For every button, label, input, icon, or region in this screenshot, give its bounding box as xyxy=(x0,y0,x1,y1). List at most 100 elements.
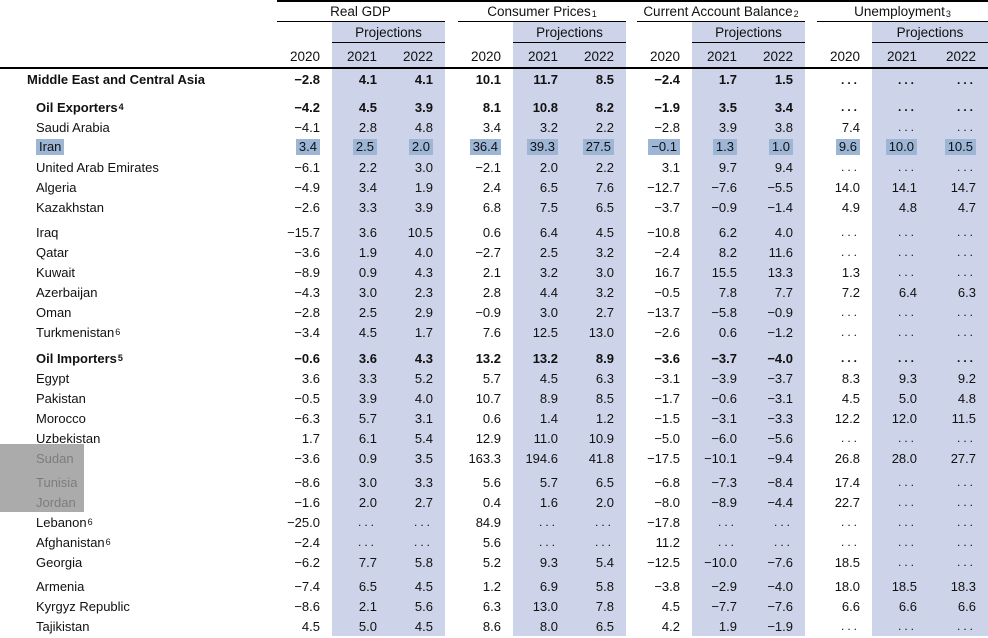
no-data-dots: ... xyxy=(897,325,917,339)
value: 17.4 xyxy=(834,474,860,490)
column-space xyxy=(817,22,872,43)
value: 7.6 xyxy=(595,179,614,195)
cell: ... xyxy=(872,322,929,342)
column-group-title: Current Account Balance xyxy=(643,4,793,19)
cell: 2.8 xyxy=(458,282,513,302)
cell: 2.9 xyxy=(389,302,445,322)
value: 3.1 xyxy=(414,410,433,426)
value: −0.9 xyxy=(711,199,737,215)
cell: −3.6 xyxy=(277,242,332,262)
value: −4.0 xyxy=(767,350,793,366)
value: 26.8 xyxy=(834,450,860,466)
cell: 2.2 xyxy=(570,157,626,177)
cell: ... xyxy=(817,616,872,636)
value: 2.5 xyxy=(358,304,377,320)
value: −2.6 xyxy=(654,324,680,340)
value: 6.5 xyxy=(539,179,558,195)
cell: −7.6 xyxy=(749,552,805,572)
value: 27.7 xyxy=(950,450,976,466)
value: 3.1 xyxy=(661,159,680,175)
column-gap xyxy=(626,22,637,43)
value: 4.0 xyxy=(414,244,433,260)
cell: −4.3 xyxy=(277,282,332,302)
value: 12.9 xyxy=(475,430,501,446)
value: 0.6 xyxy=(482,224,501,240)
no-data-dots: ... xyxy=(956,619,976,633)
value: 0.6 xyxy=(482,410,501,426)
cell: 4.3 xyxy=(389,348,445,368)
cell: 13.0 xyxy=(513,596,570,616)
row-label: Uzbekistan xyxy=(0,431,277,446)
cell: 1.5 xyxy=(749,69,805,90)
cell: 6.6 xyxy=(929,596,988,616)
row-label-text: Morocco xyxy=(36,410,86,426)
value: 10.7 xyxy=(475,390,501,406)
cell: ... xyxy=(929,242,988,262)
cell: 5.2 xyxy=(458,552,513,572)
cell xyxy=(692,468,749,472)
row-label: Algeria xyxy=(0,180,277,195)
cell xyxy=(513,217,570,222)
column-group-consumer-prices: Consumer Prices 1 xyxy=(458,2,626,22)
cell: −0.9 xyxy=(692,197,749,217)
value: −3.4 xyxy=(294,324,320,340)
value: 10.1 xyxy=(475,72,501,87)
no-data-dots: ... xyxy=(840,515,860,529)
year-header: 2021 xyxy=(872,43,929,67)
value: 6.3 xyxy=(957,284,976,300)
value: 5.7 xyxy=(358,410,377,426)
value: 14.7 xyxy=(950,179,976,195)
value: 3.9 xyxy=(718,119,737,135)
cell: 3.9 xyxy=(389,197,445,217)
value: 9.2 xyxy=(957,370,976,386)
value: 4.9 xyxy=(841,199,860,215)
cell: 1.9 xyxy=(389,177,445,197)
cell: 0.6 xyxy=(458,222,513,242)
table-row-middle-east-and-central-asia: Middle East and Central Asia −2.8 4.1 4.1 10… xyxy=(0,69,988,90)
column-gap xyxy=(445,2,458,22)
cell: 3.0 xyxy=(570,262,626,282)
cell: ... xyxy=(872,222,929,242)
value: −1.6 xyxy=(294,494,320,510)
footnote-sup: 1 xyxy=(591,9,597,19)
value: 12.2 xyxy=(834,410,860,426)
value: −7.6 xyxy=(767,598,793,614)
cell xyxy=(513,342,570,348)
cell: 9.6 xyxy=(817,137,872,157)
cell: 41.8 xyxy=(570,448,626,468)
cell: −25.0 xyxy=(277,512,332,532)
value: −6.2 xyxy=(294,554,320,570)
value: 10.9 xyxy=(588,430,614,446)
no-data-dots: ... xyxy=(594,535,614,549)
cell: 2.2 xyxy=(570,117,626,137)
value: 1.9 xyxy=(718,618,737,634)
cell: ... xyxy=(872,117,929,137)
no-data-dots: ... xyxy=(956,351,976,365)
value: −2.8 xyxy=(294,72,320,87)
cell: ... xyxy=(332,512,389,532)
cell: 11.7 xyxy=(513,69,570,90)
value: 1.7 xyxy=(414,324,433,340)
cell: 16.7 xyxy=(637,262,692,282)
cell: ... xyxy=(929,616,988,636)
row-label: Georgia xyxy=(0,555,277,570)
cell: ... xyxy=(817,69,872,90)
value: 9.3 xyxy=(539,554,558,570)
value: 6.3 xyxy=(595,370,614,386)
value: 4.1 xyxy=(358,72,377,87)
cell: 5.8 xyxy=(570,576,626,596)
value: 194.6 xyxy=(525,450,558,466)
cell: ... xyxy=(929,428,988,448)
value: 5.2 xyxy=(482,554,501,570)
value: 8.3 xyxy=(841,370,860,386)
value: −1.5 xyxy=(654,410,680,426)
cell: −2.1 xyxy=(458,157,513,177)
column-gap xyxy=(626,2,637,22)
cell: ... xyxy=(332,532,389,552)
no-data-dots: ... xyxy=(956,245,976,259)
value: 3.5 xyxy=(718,99,737,115)
row-label: Iran xyxy=(0,139,277,155)
cell: ... xyxy=(817,512,872,532)
label-column-space xyxy=(0,22,277,43)
row-label-text: Tajikistan xyxy=(36,618,90,634)
